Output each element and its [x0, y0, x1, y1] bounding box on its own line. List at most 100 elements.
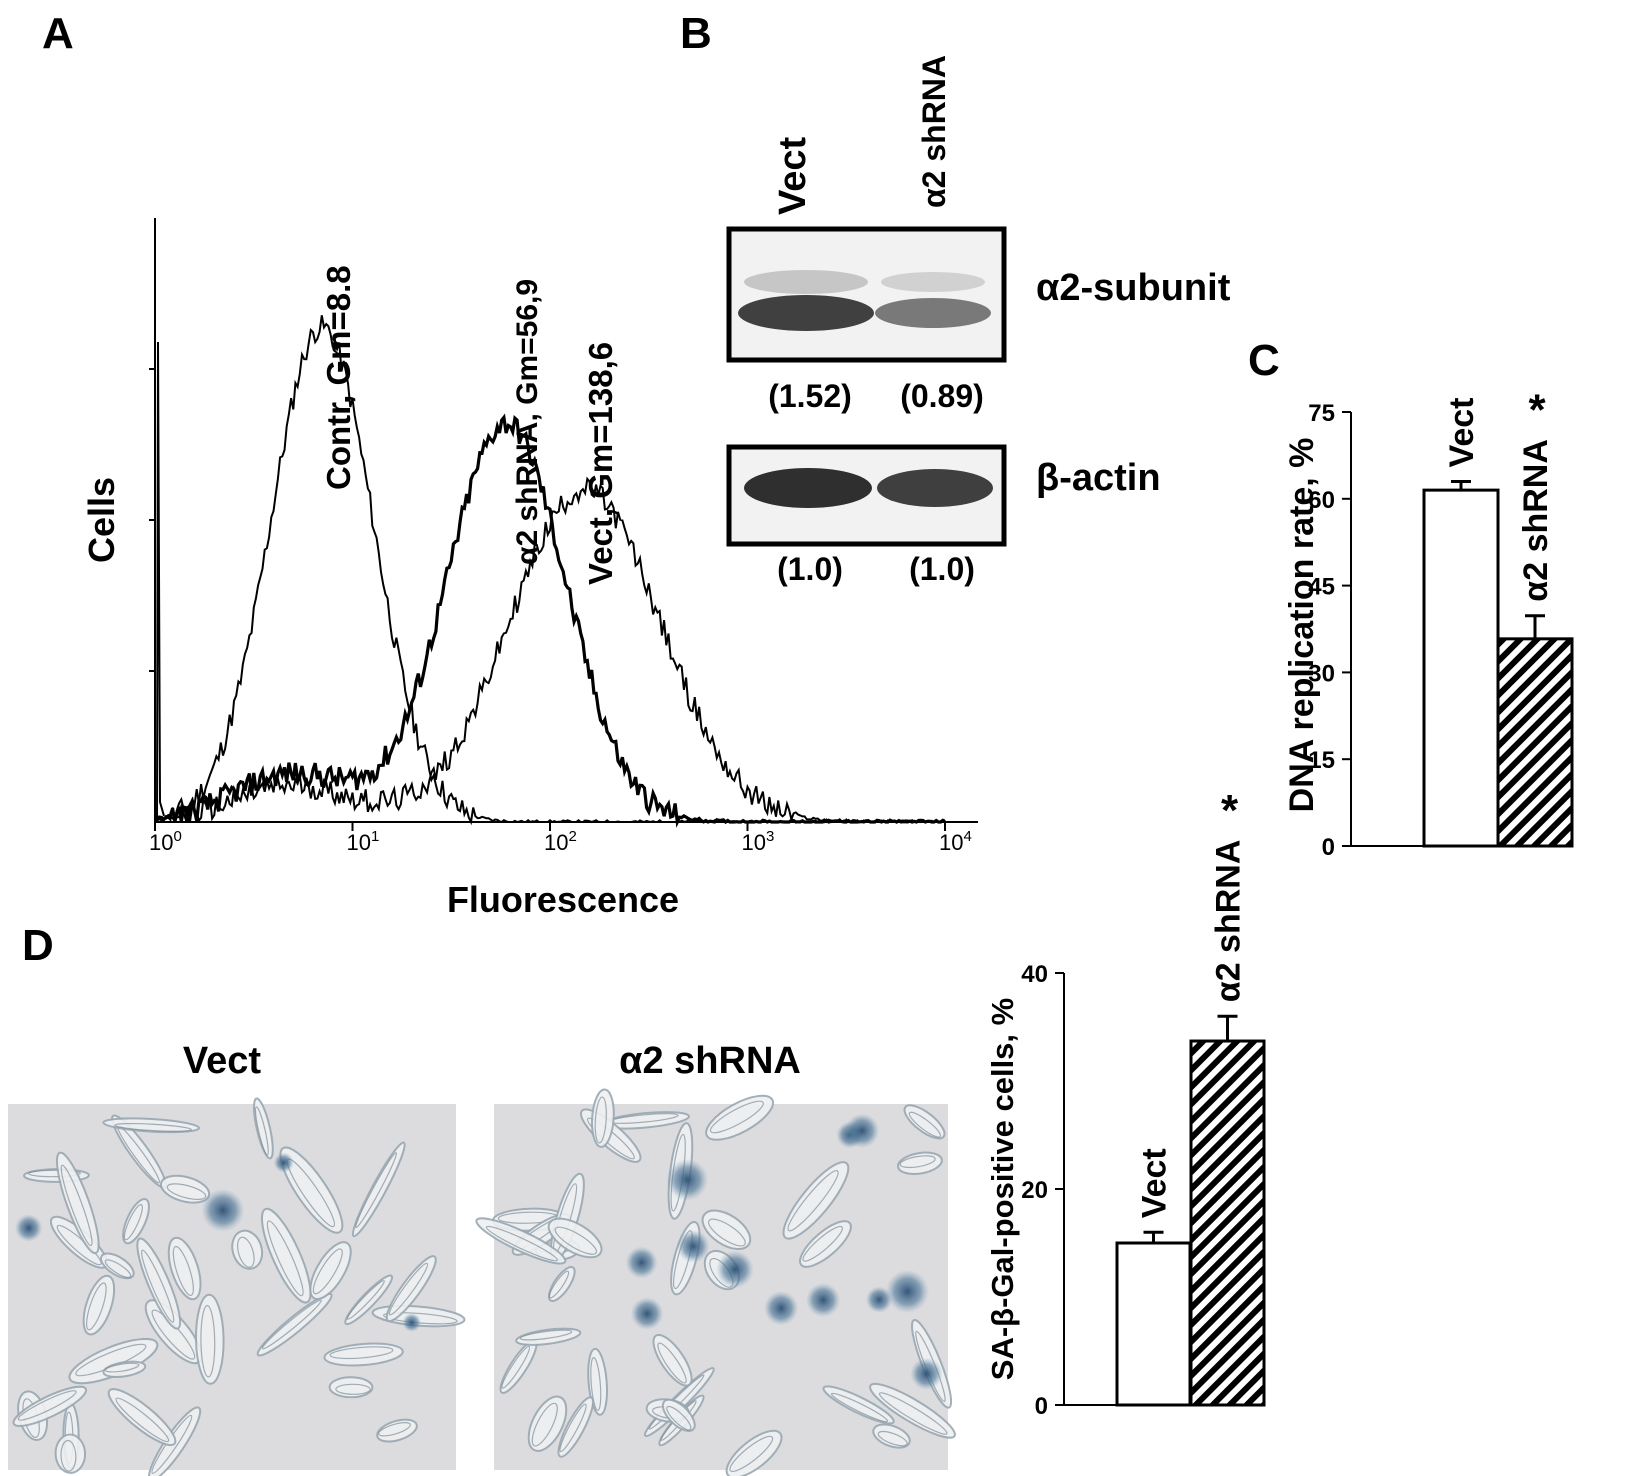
panel-label-c: C — [1248, 336, 1280, 385]
cell-edge — [261, 1299, 322, 1350]
blue-stain — [885, 1269, 930, 1314]
western-blot-panel: Vect α2 shRNA α2-subunit (1.52) (0.89) β… — [726, 55, 1231, 587]
blot-row-label-alpha2: α2-subunit — [1036, 267, 1231, 309]
blue-stain — [716, 1250, 754, 1289]
bar-label-shrna: α2 shRNA — [1517, 439, 1555, 602]
significance-mark: * — [1528, 385, 1546, 434]
cell-edge — [200, 1305, 216, 1378]
chart-c-y-label: DNA replication rate, % — [1283, 438, 1321, 813]
blue-stain — [625, 1246, 658, 1279]
x-tick-label: 104 — [939, 828, 972, 855]
cell-edge — [802, 1225, 843, 1262]
histogram-origin-spike — [156, 341, 165, 823]
blot-value-alpha2-shrna: (0.89) — [900, 378, 984, 414]
cell — [701, 1209, 752, 1251]
cell-edge — [729, 1435, 774, 1473]
cell-edge — [378, 1422, 411, 1437]
cell — [547, 1217, 603, 1259]
histogram-series-2 — [154, 476, 946, 824]
cell-edge — [559, 1403, 587, 1453]
cell — [55, 1151, 100, 1255]
cells — [475, 1088, 956, 1476]
cell-edge — [17, 1390, 77, 1421]
x-tick-label: 100 — [149, 828, 182, 855]
cell-edge — [172, 1245, 194, 1297]
blue-stain — [676, 1229, 710, 1263]
cell — [54, 1433, 87, 1474]
blue-stain — [14, 1214, 43, 1242]
blot-value-actin-shrna: (1.0) — [909, 551, 975, 587]
blue-stain — [910, 1357, 943, 1391]
y-tick-label: 0 — [1322, 834, 1335, 861]
cell-edge — [236, 1236, 255, 1268]
y-tick-label: 30 — [1308, 660, 1335, 687]
significance-mark: * — [1221, 786, 1239, 835]
cell-edge — [166, 1183, 207, 1201]
y-tick-label: 75 — [1308, 400, 1335, 427]
bar-label-shrna: α2 shRNA — [1210, 840, 1248, 1003]
cell-edge — [548, 1270, 570, 1299]
histogram-curves — [153, 315, 946, 828]
bar-vect — [1115, 1241, 1192, 1407]
panel-label-b: B — [680, 9, 712, 58]
cell — [309, 1241, 352, 1301]
cell-edge — [329, 1346, 394, 1360]
histogram-y-label: Cells — [81, 477, 122, 563]
cell-edge — [60, 1439, 77, 1472]
cell-edge — [27, 1169, 81, 1178]
cell — [12, 1385, 88, 1428]
micrograph-shrna — [475, 1088, 956, 1476]
blot-value-alpha2-vect: (1.52) — [768, 378, 852, 414]
cell-edge — [335, 1383, 371, 1395]
blot-actin — [726, 444, 1007, 547]
cell — [475, 1217, 567, 1265]
y-tick-label: 45 — [1308, 574, 1335, 601]
blot-row-label-actin: β-actin — [1036, 457, 1161, 499]
cell — [705, 1094, 775, 1141]
cell — [872, 1423, 911, 1449]
cell-edge — [594, 1096, 607, 1144]
cell-edge — [151, 1309, 196, 1360]
y-tick-label: 20 — [1021, 1177, 1048, 1204]
cell-edge — [60, 1164, 93, 1247]
x-tick-label: 103 — [742, 828, 775, 855]
histogram-ticks: 100 101 102 103 104 — [149, 368, 972, 855]
cell — [279, 1146, 344, 1234]
micrograph-label-vect: Vect — [183, 1040, 262, 1082]
cell-edge — [899, 1155, 936, 1169]
blue-stain — [201, 1188, 245, 1232]
cell-edge — [141, 1249, 175, 1323]
cell-edge — [388, 1262, 429, 1316]
cell-edge — [657, 1342, 687, 1384]
blot-value-actin-vect: (1.0) — [777, 551, 843, 587]
micrograph-panel: Vect α2 shRNA — [8, 1040, 956, 1476]
histogram-x-label: Fluorescence — [447, 879, 679, 920]
cell — [725, 1429, 783, 1476]
bar-shrna — [1189, 1039, 1266, 1407]
cell-edge — [830, 1392, 889, 1423]
micrograph-label-shrna: α2 shRNA — [619, 1040, 801, 1082]
cell — [256, 1292, 333, 1357]
cell-edge — [531, 1402, 558, 1447]
cell — [260, 1207, 312, 1304]
y-tick-label: 0 — [1035, 1393, 1048, 1420]
cell — [323, 1342, 404, 1367]
blue-stain — [666, 1158, 709, 1201]
bar-shrna — [1496, 637, 1574, 848]
cell-edge — [878, 1392, 948, 1435]
cell-edge — [312, 1248, 343, 1295]
chart-d-y-label: SA-β-Gal-positive cells, % — [985, 998, 1020, 1380]
y-tick-label: 15 — [1308, 747, 1335, 774]
cell-edge — [908, 1111, 942, 1138]
panel-label-d: D — [22, 921, 54, 970]
bar-label-vect: Vect — [1136, 1148, 1174, 1218]
histogram-series-1 — [153, 413, 946, 828]
cells — [12, 1097, 466, 1476]
blue-stain — [763, 1290, 799, 1326]
x-tick-label: 101 — [347, 828, 380, 855]
cell — [652, 1333, 693, 1387]
cell — [799, 1220, 852, 1268]
cell — [869, 1382, 956, 1439]
blot-alpha2 — [726, 226, 1007, 363]
cell-edge — [266, 1220, 304, 1297]
